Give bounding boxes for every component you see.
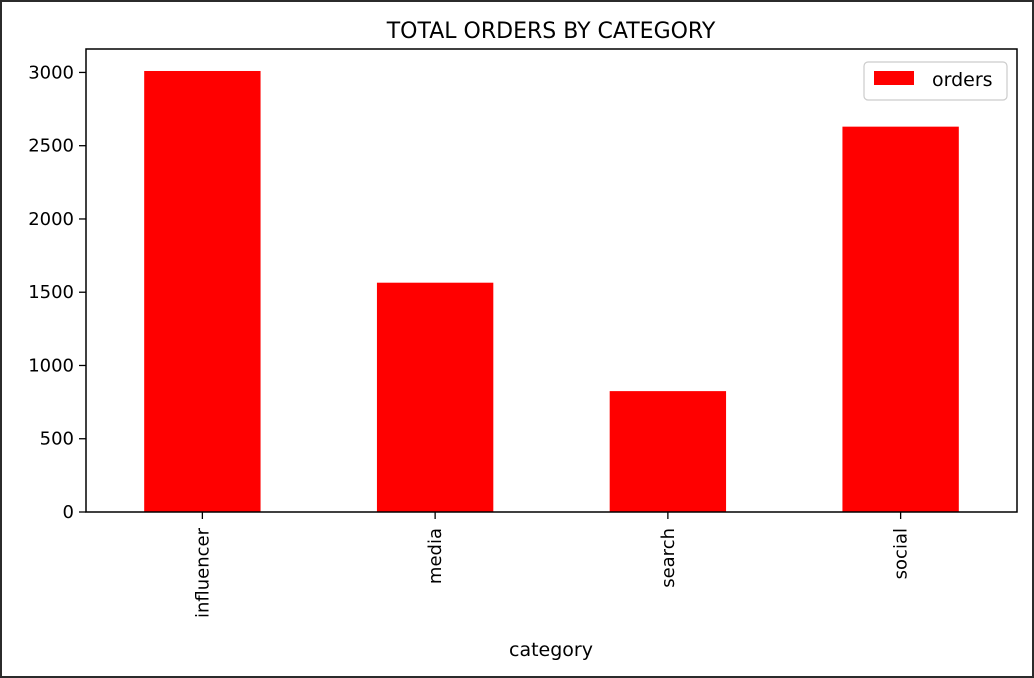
x-tick-label-search: search [658, 528, 679, 588]
x-tick-label-social: social [891, 528, 912, 579]
y-tick-label: 2000 [28, 209, 74, 230]
x-axis-label: category [509, 639, 593, 661]
chart-title: TOTAL ORDERS BY CATEGORY [386, 19, 716, 44]
y-tick-label: 1500 [28, 282, 74, 303]
legend-swatch-orders [874, 71, 914, 85]
x-tick-label-influencer: influencer [192, 527, 213, 618]
bar-search [609, 391, 727, 512]
bar-influencer [144, 70, 261, 513]
x-axis-ticks: influencer media search social [192, 512, 912, 618]
y-tick-label: 3000 [28, 62, 74, 83]
legend-label-orders: orders [932, 69, 993, 91]
legend: orders [863, 61, 1008, 101]
y-tick-label: 2500 [28, 136, 74, 157]
plot-area-frame [85, 48, 1018, 513]
x-tick-label-media: media [425, 528, 446, 584]
y-tick-label: 500 [40, 429, 74, 450]
y-tick-label: 1000 [28, 355, 74, 376]
y-tick-label: 0 [63, 502, 74, 523]
bars-group [144, 70, 959, 513]
y-axis-ticks: 0 500 1000 1500 2000 2500 3000 [28, 62, 86, 523]
bar-social [842, 126, 959, 512]
bar-media [376, 282, 494, 512]
